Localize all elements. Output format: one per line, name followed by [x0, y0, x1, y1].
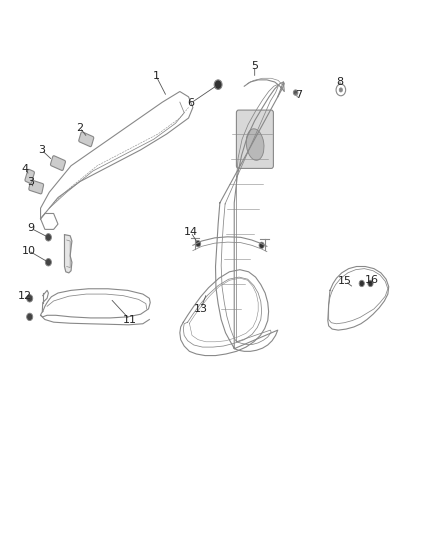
FancyBboxPatch shape — [50, 156, 65, 171]
Circle shape — [259, 242, 264, 248]
Circle shape — [359, 280, 364, 287]
Circle shape — [214, 80, 222, 90]
Text: 16: 16 — [365, 274, 379, 285]
Circle shape — [46, 259, 51, 266]
Circle shape — [339, 88, 343, 92]
Text: 11: 11 — [123, 314, 137, 325]
Circle shape — [27, 313, 33, 320]
Text: 8: 8 — [336, 77, 343, 87]
Circle shape — [293, 90, 298, 95]
Circle shape — [46, 233, 51, 241]
Text: 3: 3 — [28, 176, 35, 187]
Text: 10: 10 — [21, 246, 35, 256]
Text: 9: 9 — [28, 223, 35, 233]
Text: 15: 15 — [338, 276, 352, 286]
Polygon shape — [64, 235, 72, 273]
Text: 5: 5 — [251, 61, 258, 71]
Text: 3: 3 — [38, 145, 45, 155]
Ellipse shape — [246, 129, 264, 160]
FancyBboxPatch shape — [29, 180, 44, 194]
Text: 1: 1 — [152, 70, 159, 80]
Circle shape — [27, 295, 33, 302]
Text: 12: 12 — [18, 290, 32, 301]
Circle shape — [368, 280, 373, 287]
FancyBboxPatch shape — [79, 132, 94, 147]
Text: 2: 2 — [76, 123, 83, 133]
Text: 7: 7 — [295, 90, 302, 100]
Text: 4: 4 — [22, 165, 29, 174]
FancyBboxPatch shape — [237, 110, 273, 168]
Text: 13: 13 — [194, 304, 208, 314]
Text: 14: 14 — [184, 227, 198, 237]
Circle shape — [195, 240, 201, 247]
FancyBboxPatch shape — [25, 169, 35, 183]
Text: 6: 6 — [187, 98, 194, 108]
